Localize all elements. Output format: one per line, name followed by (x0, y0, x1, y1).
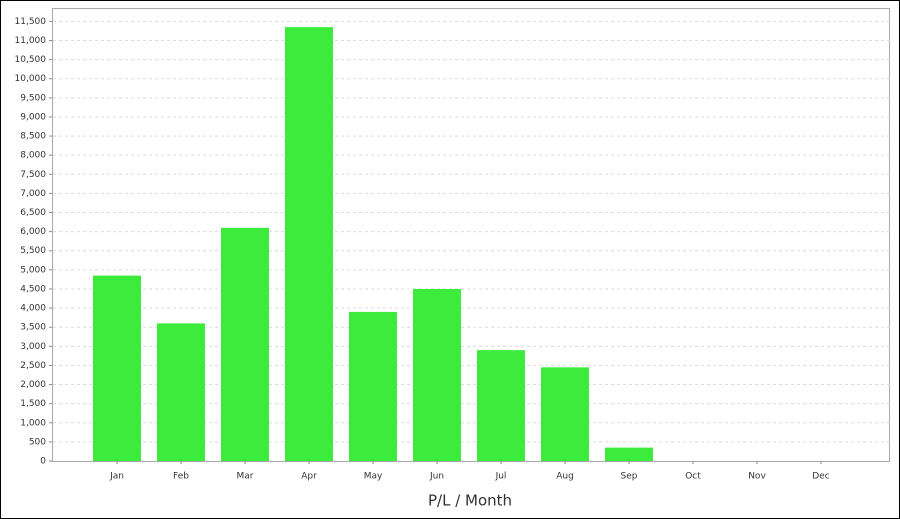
x-tick-label: Jun (429, 472, 444, 482)
bar (541, 367, 589, 461)
y-tick-label: 2,500 (20, 361, 46, 371)
x-tick-label: Oct (685, 472, 701, 482)
y-tick-label: 8,000 (20, 151, 46, 161)
y-tick-label: 11,500 (15, 17, 47, 27)
y-tick-label: 10,000 (15, 74, 47, 84)
y-tick-label: 7,500 (20, 170, 46, 180)
x-tick-label: Jul (495, 472, 507, 482)
y-tick-label: 3,000 (20, 342, 46, 352)
y-tick-label: 8,500 (20, 132, 46, 142)
bar (477, 350, 525, 461)
y-tick-label: 3,500 (20, 323, 46, 333)
bar (157, 323, 205, 461)
x-axis-label: P/L / Month (428, 492, 512, 510)
x-tick-label: Feb (173, 472, 189, 482)
x-tick-label: Nov (748, 472, 766, 482)
bar (221, 227, 269, 461)
y-tick-label: 2,000 (20, 380, 46, 390)
y-tick-label: 5,500 (20, 246, 46, 256)
y-tick-label: 0 (40, 457, 46, 467)
x-tick-label: Mar (237, 472, 254, 482)
y-tick-label: 1,500 (20, 399, 46, 409)
y-tick-label: 4,500 (20, 284, 46, 294)
y-tick-label: 7,000 (20, 189, 46, 199)
y-tick-label: 1,000 (20, 418, 46, 428)
x-tick-label: Aug (556, 472, 574, 482)
y-tick-label: 11,000 (15, 36, 47, 46)
y-tick-label: 6,000 (20, 227, 46, 237)
x-tick-label: May (364, 472, 383, 482)
bar (93, 275, 141, 461)
bar (285, 27, 333, 462)
x-tick-label: Apr (301, 472, 317, 482)
y-tick-label: 5,000 (20, 265, 46, 275)
bar (349, 311, 397, 461)
x-tick-label: Jan (109, 472, 124, 482)
y-tick-label: 9,500 (20, 93, 46, 103)
y-tick-label: 9,000 (20, 112, 46, 122)
y-tick-label: 10,500 (15, 55, 47, 65)
x-tick-label: Sep (621, 472, 638, 482)
y-tick-label: 4,000 (20, 304, 46, 314)
y-tick-label: 6,500 (20, 208, 46, 218)
y-tick-label: 500 (29, 437, 46, 447)
x-tick-label: Dec (812, 472, 829, 482)
bar (605, 447, 653, 461)
bar (413, 288, 461, 461)
